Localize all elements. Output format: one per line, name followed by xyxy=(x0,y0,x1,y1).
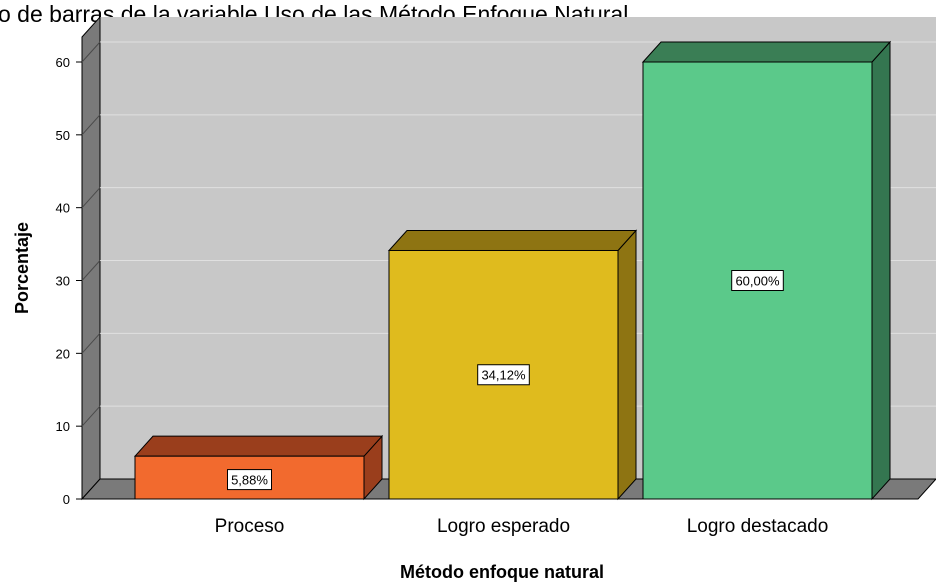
data-label-box xyxy=(477,364,530,386)
wall-gridline xyxy=(81,260,101,281)
bar-logro-esperado: 34,12% xyxy=(387,229,638,501)
bar-side xyxy=(617,229,637,501)
bars: 5,88% 34,12% 60,00% xyxy=(133,40,892,501)
bar-proceso: 5,88% xyxy=(133,434,384,501)
data-label: 5,88% xyxy=(231,473,268,488)
wall-gridline xyxy=(81,114,101,136)
data-label-box xyxy=(731,270,784,291)
y-tick-label: 20 xyxy=(56,346,70,361)
wall-gridline xyxy=(81,41,101,63)
y-axis: 0 10 20 30 40 50 60 xyxy=(56,55,82,507)
wall-gridline xyxy=(81,187,101,209)
y-tick-label: 40 xyxy=(56,201,70,216)
x-tick-label: Logro destacado xyxy=(687,516,829,537)
y-axis-title: Porcentaje xyxy=(12,222,32,314)
y-tick-label: 60 xyxy=(56,55,70,70)
bar-front xyxy=(134,455,365,500)
y-tick-label: 30 xyxy=(56,274,70,289)
bar-top xyxy=(641,41,892,63)
y-tick-label: 0 xyxy=(63,492,70,507)
bar-logro-destacado: 60,00% xyxy=(641,40,892,501)
bar-side xyxy=(871,40,891,501)
data-label-box xyxy=(227,469,272,491)
bar-top xyxy=(133,435,384,457)
y-tick-label: 10 xyxy=(56,419,70,434)
y-tick-label: 50 xyxy=(56,128,70,143)
wall-gridline xyxy=(81,332,101,354)
x-tick-label: Logro esperado xyxy=(437,516,570,537)
bar-top xyxy=(387,229,638,251)
x-tick-label: Proceso xyxy=(215,516,285,537)
wall-gridline xyxy=(81,405,101,427)
x-axis-title: Método enfoque natural xyxy=(400,562,604,582)
data-label: 60,00% xyxy=(735,274,780,289)
data-label: 34,12% xyxy=(481,368,526,383)
left-wall xyxy=(81,15,101,501)
x-axis: Proceso Logro esperado Logro destacado xyxy=(215,516,829,537)
